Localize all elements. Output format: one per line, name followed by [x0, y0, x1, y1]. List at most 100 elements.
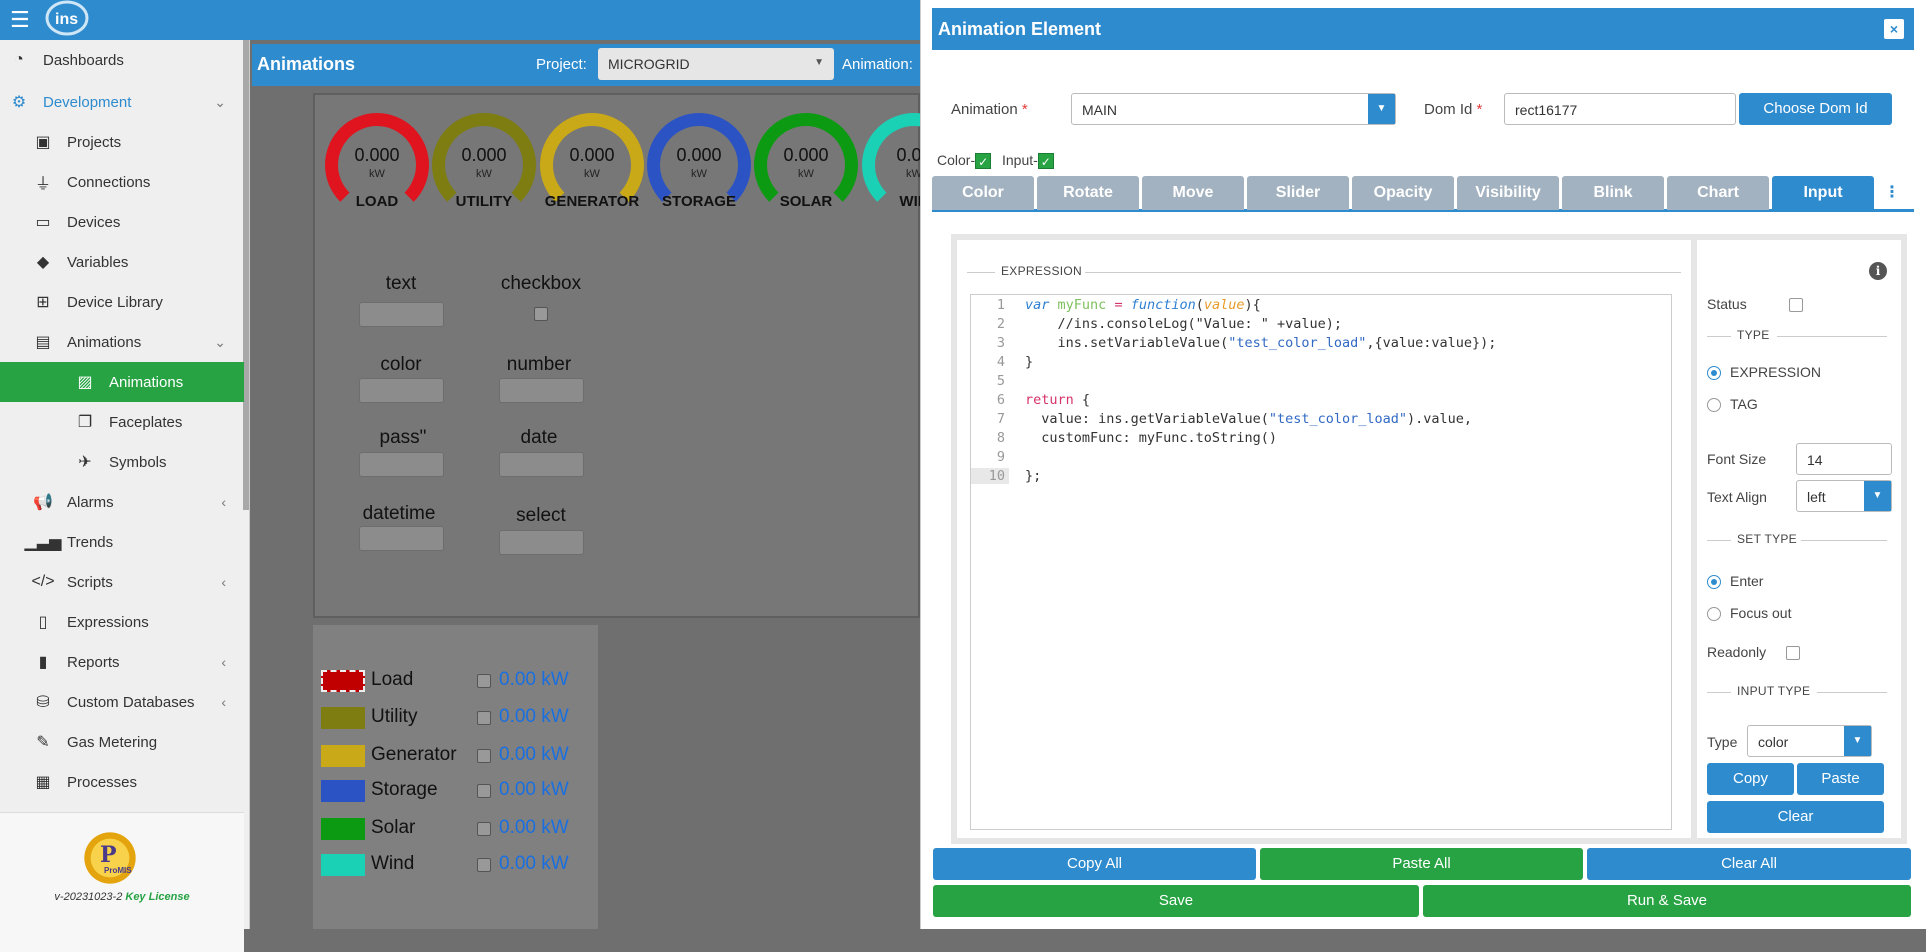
enter-radio[interactable] — [1707, 575, 1721, 589]
copy-all-button[interactable]: Copy All — [933, 848, 1256, 880]
input-type-select[interactable]: color ▼ — [1747, 725, 1872, 757]
status-checkbox[interactable] — [1789, 298, 1803, 312]
font-size-input[interactable]: 14 — [1796, 443, 1892, 475]
legend-checkbox[interactable] — [477, 784, 491, 798]
focus-out-radio[interactable] — [1707, 607, 1721, 621]
sidebar-item-gas-metering[interactable]: ✎ Gas Metering — [0, 722, 244, 762]
code-line: 9 — [971, 449, 1671, 468]
choose-domid-button[interactable]: Choose Dom Id — [1739, 93, 1892, 125]
tag-radio[interactable] — [1707, 398, 1721, 412]
info-icon[interactable]: i — [1869, 262, 1887, 280]
clear-all-button[interactable]: Clear All — [1587, 848, 1911, 880]
tab-chart[interactable]: Chart — [1667, 176, 1769, 210]
domid-field-label: Dom Id * — [1424, 101, 1483, 118]
copy-button[interactable]: Copy — [1707, 763, 1794, 795]
legend-checkbox[interactable] — [477, 822, 491, 836]
checkbox-preview[interactable] — [534, 307, 548, 321]
more-icon[interactable]: ⋮ — [1884, 184, 1900, 201]
code-editor[interactable]: 1 var myFunc = function(value){ 2 //ins.c… — [970, 294, 1672, 830]
sidebar-item-development[interactable]: ⚙ Development ⌄ — [0, 82, 244, 122]
color-input-preview[interactable] — [359, 378, 444, 403]
line-number: 2 — [996, 316, 1005, 332]
sidebar-item-symbols[interactable]: ✈ Symbols — [0, 442, 244, 482]
expression-title: EXPRESSION — [1001, 264, 1083, 278]
legend-checkbox[interactable] — [477, 674, 491, 688]
select-input-preview[interactable] — [499, 530, 584, 555]
section-divider — [1801, 540, 1887, 541]
legend-swatch[interactable] — [321, 670, 365, 692]
number-input-preview[interactable] — [499, 378, 584, 403]
legend-name: Storage — [371, 779, 438, 800]
tab-visibility[interactable]: Visibility — [1457, 176, 1559, 210]
run-save-button[interactable]: Run & Save — [1423, 885, 1911, 917]
tab-color[interactable]: Color — [932, 176, 1034, 210]
legend-checkbox[interactable] — [477, 858, 491, 872]
date-input-preview[interactable] — [499, 452, 584, 477]
legend-swatch[interactable] — [321, 707, 365, 729]
gauge-solar[interactable]: 0.000 kW SOLAR — [754, 113, 858, 217]
gauge-utility[interactable]: 0.000 kW UTILITY — [432, 113, 536, 217]
sidebar-item-processes[interactable]: ▦ Processes — [0, 762, 244, 802]
sidebar-item-device-library[interactable]: ⊞ Device Library — [0, 282, 244, 322]
password-input-preview[interactable] — [359, 452, 444, 477]
clear-button[interactable]: Clear — [1707, 801, 1884, 833]
input-flag-checkbox[interactable]: ✓ — [1037, 153, 1054, 170]
tab-rotate[interactable]: Rotate — [1037, 176, 1139, 210]
legend-swatch[interactable] — [321, 780, 365, 802]
legend-row: Wind 0.00 kW — [321, 851, 591, 879]
gauge-generator[interactable]: 0.000 kW GENERATOR — [540, 113, 644, 217]
legend-swatch[interactable] — [321, 745, 365, 767]
paste-button[interactable]: Paste — [1797, 763, 1884, 795]
sidebar-item-reports[interactable]: ▮ Reports ‹ — [0, 642, 244, 682]
text-align-select[interactable]: left ▼ — [1796, 480, 1892, 512]
sidebar-item-connections[interactable]: ⏚ Connections — [0, 162, 244, 202]
sidebar-item-devices[interactable]: ▭ Devices — [0, 202, 244, 242]
project-select[interactable]: MICROGRID ▼ — [598, 48, 834, 80]
tab-move[interactable]: Move — [1142, 176, 1244, 210]
caret-down-icon[interactable]: ▼ — [1368, 94, 1395, 124]
text-align-label: Text Align — [1707, 489, 1767, 505]
sidebar-item-animations[interactable]: ▨ Animations — [0, 362, 244, 402]
sidebar-item-animations-group[interactable]: ▤ Animations ⌄ — [0, 322, 244, 362]
code-line: 7 value: ins.getVariableValue("test_colo… — [971, 411, 1671, 430]
ins-logo[interactable]: ins — [44, 0, 90, 36]
sidebar-item-faceplates[interactable]: ❐ Faceplates — [0, 402, 244, 442]
domid-field-label-text: Dom Id — [1424, 101, 1473, 118]
gauge-load[interactable]: 0.000 kW LOAD — [325, 113, 429, 217]
datetime-input-preview[interactable] — [359, 526, 444, 551]
readonly-checkbox[interactable] — [1786, 646, 1800, 660]
animation-canvas[interactable]: 0.000 kW LOAD 0.000 kW UTILITY 0.000 kW … — [313, 93, 966, 618]
section-divider — [1777, 336, 1887, 337]
domid-field[interactable]: rect16177 — [1504, 93, 1736, 125]
sidebar-item-dashboards[interactable]: ◔ Dashboards — [0, 40, 244, 80]
legend-checkbox[interactable] — [477, 749, 491, 763]
tab-slider[interactable]: Slider — [1247, 176, 1349, 210]
form-label-date: date — [520, 427, 558, 448]
license-link[interactable]: Key License — [125, 891, 190, 903]
sidebar-item-custom-databases[interactable]: ⛁ Custom Databases ‹ — [0, 682, 244, 722]
color-flag-checkbox[interactable]: ✓ — [975, 153, 992, 170]
tab-input[interactable]: Input — [1772, 176, 1874, 210]
gauge-storage[interactable]: 0.000 kW STORAGE — [647, 113, 751, 217]
paste-all-button[interactable]: Paste All — [1260, 848, 1583, 880]
close-icon[interactable]: × — [1884, 19, 1904, 39]
sidebar-item-variables[interactable]: ◆ Variables — [0, 242, 244, 282]
sidebar-item-trends[interactable]: ▁▃▅ Trends — [0, 522, 244, 562]
sidebar-item-alarms[interactable]: 📢 Alarms ‹ — [0, 482, 244, 522]
expression-radio[interactable] — [1707, 366, 1721, 380]
tab-opacity[interactable]: Opacity — [1352, 176, 1454, 210]
legend-swatch[interactable] — [321, 818, 365, 840]
legend-value: 0.00 kW — [499, 853, 569, 874]
animation-field[interactable]: MAIN ▼ — [1071, 93, 1396, 125]
save-button[interactable]: Save — [933, 885, 1419, 917]
tab-blink[interactable]: Blink — [1562, 176, 1664, 210]
sidebar-item-scripts[interactable]: </> Scripts ‹ — [0, 562, 244, 602]
legend-checkbox[interactable] — [477, 711, 491, 725]
input-type-title: INPUT TYPE — [1737, 684, 1811, 698]
sidebar-scrollbar[interactable] — [243, 40, 249, 510]
text-input-preview[interactable] — [359, 302, 444, 327]
hamburger-icon[interactable]: ☰ — [10, 7, 30, 32]
sidebar-item-projects[interactable]: ▣ Projects — [0, 122, 244, 162]
legend-swatch[interactable] — [321, 854, 365, 876]
sidebar-item-expressions[interactable]: ▯ Expressions — [0, 602, 244, 642]
